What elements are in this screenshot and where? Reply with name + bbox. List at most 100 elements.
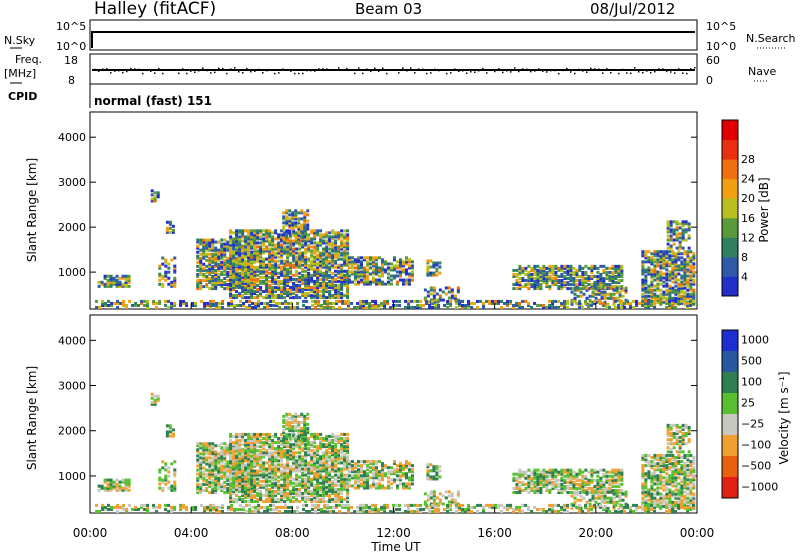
power-cell xyxy=(313,273,317,277)
velocity-cell xyxy=(328,495,332,499)
power-cell xyxy=(641,296,645,300)
power-cell xyxy=(386,299,390,303)
power-cell xyxy=(283,263,287,267)
power-cell xyxy=(539,303,543,307)
power-cell xyxy=(334,253,338,257)
power-cell xyxy=(683,292,687,296)
velocity-cell xyxy=(274,493,278,497)
power-cell xyxy=(304,251,308,255)
power-cell xyxy=(650,299,654,303)
velocity-cell xyxy=(304,436,308,440)
power-cell xyxy=(608,266,612,270)
power-cell xyxy=(317,303,321,307)
power-cell xyxy=(256,294,260,298)
power-cell xyxy=(241,262,245,266)
power-cell xyxy=(238,292,242,296)
power-cell xyxy=(208,279,212,283)
power-cell xyxy=(304,263,308,267)
power-cell xyxy=(229,257,233,261)
power-cell xyxy=(280,294,284,298)
power-cell xyxy=(214,258,218,262)
power-cell xyxy=(653,250,657,254)
power-cell xyxy=(612,300,616,304)
power-cell xyxy=(277,247,281,251)
velocity-cell xyxy=(280,447,284,451)
velocity-cell xyxy=(301,479,305,483)
velocity-cell xyxy=(214,460,218,464)
power-cell xyxy=(569,287,573,291)
power-cell xyxy=(250,235,254,239)
power-cell xyxy=(156,195,160,199)
power-cell xyxy=(653,299,657,303)
velocity-cell xyxy=(301,493,305,497)
velocity-cell xyxy=(247,432,251,436)
freq-point xyxy=(366,68,368,70)
velocity-cell xyxy=(244,477,248,481)
power-cell xyxy=(274,267,278,271)
power-cell xyxy=(608,274,612,278)
power-cell xyxy=(304,296,308,300)
velocity-cell xyxy=(244,487,248,491)
power-cell xyxy=(295,265,299,269)
velocity-cell xyxy=(109,478,113,482)
power-cell xyxy=(398,303,402,307)
velocity-cell xyxy=(322,498,326,502)
freq-point xyxy=(594,68,596,70)
power-cell xyxy=(161,262,165,266)
velocity-cell xyxy=(253,495,257,499)
power-cell xyxy=(214,264,218,268)
power-cell xyxy=(325,288,329,292)
power-cell xyxy=(128,299,132,303)
freq-point xyxy=(118,69,120,72)
power-cell xyxy=(689,260,693,264)
velocity-cell xyxy=(325,436,329,440)
velocity-cell xyxy=(211,460,215,464)
power-cell xyxy=(325,255,329,259)
velocity-cell xyxy=(244,465,248,469)
velocity-cell xyxy=(256,481,260,485)
power-cell xyxy=(383,282,387,286)
velocity-cell xyxy=(173,486,177,490)
power-cell xyxy=(241,235,245,239)
velocity-cell xyxy=(280,483,284,487)
freq-point xyxy=(218,67,220,70)
power-cell xyxy=(578,301,582,305)
power-cell xyxy=(298,241,302,245)
velocity-cell xyxy=(262,451,266,455)
power-cell xyxy=(223,258,227,262)
freq-point xyxy=(518,70,520,73)
power-cell xyxy=(259,231,263,235)
power-cell xyxy=(588,300,592,304)
velocity-cell xyxy=(211,452,215,456)
velocity-cell xyxy=(322,445,326,449)
power-cell xyxy=(332,301,336,305)
power-cell xyxy=(410,270,414,274)
velocity-cell xyxy=(292,463,296,467)
power-cell xyxy=(334,235,338,239)
velocity-cell xyxy=(334,439,338,443)
velocity-cell xyxy=(346,449,350,453)
power-cell xyxy=(334,292,338,296)
velocity-cell xyxy=(283,485,287,489)
velocity-cell xyxy=(241,498,245,502)
power-cell xyxy=(277,255,281,259)
power-cell xyxy=(325,269,329,273)
power-cell xyxy=(617,303,621,307)
power-cell xyxy=(611,274,615,278)
power-cell xyxy=(328,296,332,300)
power-cell xyxy=(307,265,311,269)
velocity-cell xyxy=(350,484,354,488)
velocity-cell xyxy=(271,453,275,457)
power-cell xyxy=(347,274,351,278)
freq-point xyxy=(210,72,212,74)
power-cell xyxy=(200,299,204,303)
power-cell xyxy=(229,249,233,253)
velocity-cell xyxy=(253,489,257,493)
power-cell xyxy=(223,250,227,254)
power-cell xyxy=(692,294,696,298)
velocity-cell xyxy=(199,472,203,476)
power-cell xyxy=(343,275,347,279)
power-cell xyxy=(426,294,430,298)
power-cell xyxy=(343,241,347,245)
